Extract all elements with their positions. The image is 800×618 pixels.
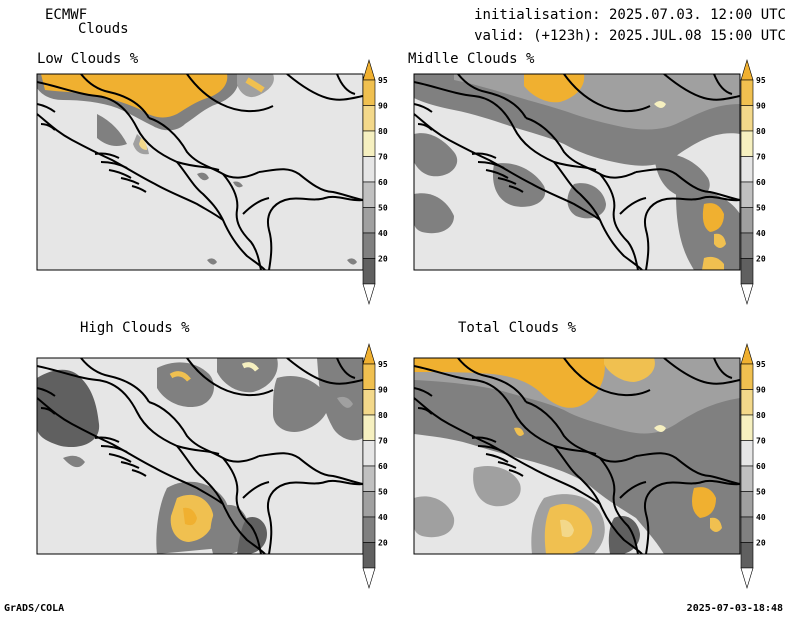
colorbar-segment: [362, 542, 376, 569]
panel-high: [36, 357, 364, 555]
colorbar-tick-label: 20: [378, 255, 388, 264]
colorbar-segment: [740, 491, 754, 518]
panel-low: [36, 73, 364, 271]
colorbar-tick-label: 60: [756, 462, 766, 471]
panel-title-low: Low Clouds %: [37, 51, 139, 67]
colorbar-tick-label: 95: [378, 360, 388, 369]
colorbar-top-arrow: [362, 58, 376, 81]
colorbar-segment: [362, 207, 376, 234]
colorbar-segment: [740, 207, 754, 234]
colorbar-tick-label: 90: [756, 386, 766, 395]
colorbar-bottom-arrow: [740, 283, 754, 306]
colorbar-tick-label: 50: [378, 488, 388, 497]
colorbar-top-arrow: [740, 58, 754, 81]
colorbar-segment: [362, 105, 376, 132]
colorbar-total: 95 90 80 70 60 50 40 20: [740, 342, 766, 590]
colorbar-segment: [740, 389, 754, 416]
model-name: ECMWF: [45, 7, 88, 23]
colorbar-segment: [362, 491, 376, 518]
colorbar-tick-label: 80: [756, 411, 766, 420]
colorbar-bottom-arrow: [740, 567, 754, 590]
colorbar-tick-label: 80: [378, 411, 388, 420]
colorbar-segment: [362, 181, 376, 208]
colorbar-high: 95 90 80 70 60 50 40 20: [362, 342, 388, 590]
colorbar-tick-label: 70: [756, 437, 766, 446]
colorbar-segment: [362, 465, 376, 492]
colorbar-tick-label: 20: [756, 539, 766, 548]
colorbar-segment: [362, 414, 376, 441]
colorbar-segment: [740, 130, 754, 157]
colorbar-segment: [740, 181, 754, 208]
colorbar-tick-label: 60: [378, 462, 388, 471]
colorbar-segment: [362, 232, 376, 259]
colorbar-segment: [362, 389, 376, 416]
panel-total: [413, 357, 741, 555]
colorbar-tick-label: 50: [756, 488, 766, 497]
colorbar-segment: [362, 258, 376, 285]
colorbar-tick-label: 60: [756, 178, 766, 187]
colorbar-segment: [362, 363, 376, 390]
panel-title-total: Total Clouds %: [458, 320, 577, 336]
colorbar-segment: [362, 516, 376, 543]
footer-timestamp: 2025-07-03-18:48: [686, 603, 783, 614]
colorbar-top-arrow: [362, 342, 376, 365]
colorbar-segment: [740, 79, 754, 106]
footer-software: GrADS/COLA: [4, 603, 65, 614]
init-time: initialisation: 2025.07.03. 12:00 UTC: [474, 7, 786, 23]
colorbar-segment: [740, 363, 754, 390]
colorbar-middle: 95 90 80 70 60 50 40 20: [740, 58, 766, 306]
colorbar-tick-label: 50: [756, 204, 766, 213]
colorbar-segment: [740, 105, 754, 132]
colorbar-tick-label: 50: [378, 204, 388, 213]
colorbar-segment: [740, 516, 754, 543]
colorbar-tick-label: 70: [378, 153, 388, 162]
colorbar-tick-label: 20: [378, 539, 388, 548]
colorbar-tick-label: 40: [756, 229, 766, 238]
colorbar-top-arrow: [740, 342, 754, 365]
colorbar-tick-label: 70: [756, 153, 766, 162]
colorbar-segment: [740, 465, 754, 492]
colorbar-bottom-arrow: [362, 567, 376, 590]
colorbar-segment: [740, 414, 754, 441]
colorbar-tick-label: 40: [378, 229, 388, 238]
valid-time: valid: (+123h): 2025.JUL.08 15:00 UTC: [474, 28, 786, 44]
colorbar-tick-label: 90: [378, 386, 388, 395]
colorbar-tick-label: 40: [378, 513, 388, 522]
colorbar-tick-label: 40: [756, 513, 766, 522]
colorbar-segment: [740, 232, 754, 259]
colorbar-segment: [740, 156, 754, 183]
colorbar-tick-label: 80: [378, 127, 388, 136]
colorbar-segment: [362, 79, 376, 106]
product-name: Clouds: [78, 21, 129, 37]
colorbar-tick-label: 95: [756, 76, 766, 85]
colorbar-segment: [362, 440, 376, 467]
colorbar-segment: [362, 130, 376, 157]
colorbar-tick-label: 20: [756, 255, 766, 264]
colorbar-tick-label: 95: [756, 360, 766, 369]
colorbar-low: 95 90 80 70 60 50 40 20: [362, 58, 388, 306]
colorbar-segment: [740, 542, 754, 569]
colorbar-segment: [740, 258, 754, 285]
colorbar-segment: [740, 440, 754, 467]
colorbar-tick-label: 60: [378, 178, 388, 187]
colorbar-tick-label: 80: [756, 127, 766, 136]
colorbar-tick-label: 90: [756, 102, 766, 111]
panel-middle: [413, 73, 741, 271]
colorbar-tick-label: 95: [378, 76, 388, 85]
colorbar-tick-label: 90: [378, 102, 388, 111]
colorbar-segment: [362, 156, 376, 183]
panel-title-middle: Midlle Clouds %: [408, 51, 535, 67]
colorbar-tick-label: 70: [378, 437, 388, 446]
colorbar-bottom-arrow: [362, 283, 376, 306]
panel-title-high: High Clouds %: [80, 320, 190, 336]
